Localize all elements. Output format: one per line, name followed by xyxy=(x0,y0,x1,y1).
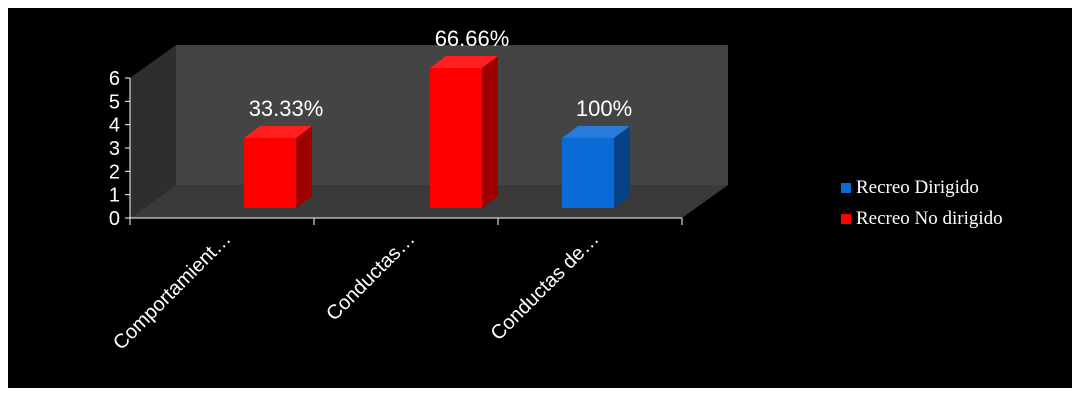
bars xyxy=(244,56,630,208)
bar-side-face xyxy=(296,126,312,208)
bar-no-dirigido-0[interactable] xyxy=(244,126,312,208)
y-tick-label: 6 xyxy=(109,68,120,90)
bar-dirigido-2[interactable] xyxy=(562,126,630,208)
x-axis: Comportamient… Conductas… Conductas de… xyxy=(109,217,683,354)
data-label: 33.33% xyxy=(249,96,324,121)
data-labels: 33.33% 66.66% 100% xyxy=(249,26,632,121)
y-tick-label: 5 xyxy=(109,91,120,113)
bar-front-face xyxy=(430,68,482,208)
y-tick-label: 2 xyxy=(109,161,120,183)
bar-no-dirigido-1[interactable] xyxy=(430,56,498,208)
legend-label: Recreo No dirigido xyxy=(856,208,1003,229)
chart-side-wall xyxy=(130,45,176,218)
chart-floor xyxy=(130,185,728,218)
x-tick-label: Conductas… xyxy=(322,228,419,325)
bar-top-face xyxy=(244,126,312,138)
bar-top-face xyxy=(430,56,498,68)
data-label: 66.66% xyxy=(435,26,510,51)
x-tick-label: Conductas de… xyxy=(487,228,604,345)
bar-top-face xyxy=(562,126,630,138)
legend: Recreo Dirigido Recreo No dirigido xyxy=(841,175,1003,237)
y-tick-label: 4 xyxy=(109,115,120,137)
y-tick-label: 1 xyxy=(109,185,120,207)
bar-side-face xyxy=(614,126,630,208)
legend-item-recreo-dirigido[interactable]: Recreo Dirigido xyxy=(841,175,1003,201)
y-tick-label: 0 xyxy=(109,208,120,230)
y-tick-label: 3 xyxy=(109,138,120,160)
x-tick-label: Comportamient… xyxy=(109,228,235,354)
bar-front-face xyxy=(244,138,296,208)
legend-label: Recreo Dirigido xyxy=(856,177,979,198)
legend-item-recreo-no-dirigido[interactable]: Recreo No dirigido xyxy=(841,206,1003,232)
bar-front-face xyxy=(562,138,614,208)
bar-side-face xyxy=(482,56,498,208)
legend-swatch-red xyxy=(841,214,851,224)
legend-swatch-blue xyxy=(841,183,851,193)
data-label: 100% xyxy=(576,96,632,121)
